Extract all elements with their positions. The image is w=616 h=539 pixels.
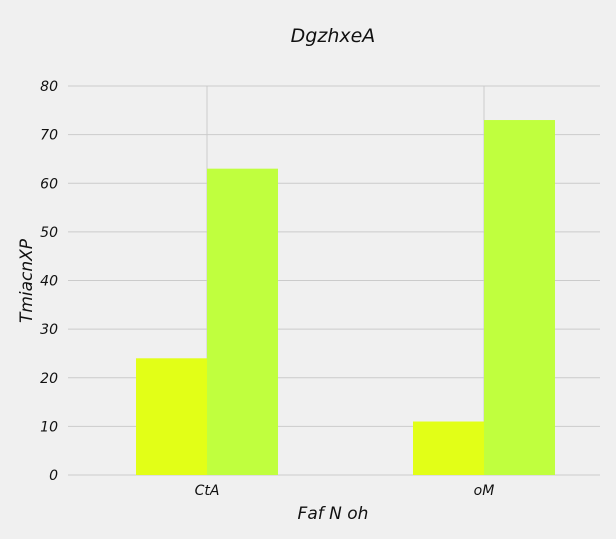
x-axis-label: Faf N oh bbox=[298, 504, 369, 524]
chart-title: DgzhxeA bbox=[291, 25, 376, 47]
y-tick-label-7: 70 bbox=[40, 128, 58, 144]
bar-oM-series-0 bbox=[413, 421, 484, 475]
bar-CtA-series-1 bbox=[207, 168, 278, 475]
y-tick-label-8: 80 bbox=[40, 79, 58, 95]
y-tick-label-0: 0 bbox=[49, 468, 58, 484]
y-tick-label-4: 40 bbox=[40, 274, 58, 290]
y-tick-label-1: 10 bbox=[40, 419, 58, 435]
y-tick-label-2: 20 bbox=[40, 371, 58, 387]
y-tick-label-6: 60 bbox=[40, 176, 58, 192]
bar-CtA-series-0 bbox=[136, 358, 207, 475]
y-tick-label-3: 30 bbox=[40, 322, 58, 338]
bars bbox=[136, 120, 555, 475]
x-tick-label-oM: oM bbox=[474, 483, 495, 499]
bar-oM-series-1 bbox=[484, 120, 555, 475]
y-axis-label: TmiacnXP bbox=[17, 238, 37, 323]
x-tick-label-CtA: CtA bbox=[195, 483, 220, 499]
y-tick-label-5: 50 bbox=[40, 225, 58, 241]
x-tick-labels: CtA oM bbox=[195, 483, 495, 499]
y-tick-labels: 0 10 20 30 40 50 60 70 80 bbox=[40, 79, 58, 484]
